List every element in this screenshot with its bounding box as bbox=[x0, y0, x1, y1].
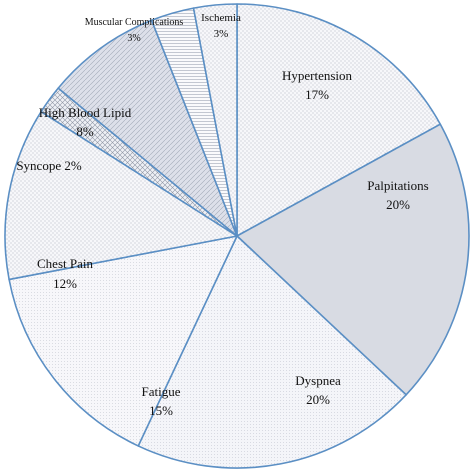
pie-slice-edge-chest-pain bbox=[4, 110, 238, 281]
slice-label-palpitations: Palpitations 20% bbox=[367, 178, 428, 212]
pie-slice-edge-dyspnea bbox=[137, 235, 407, 469]
pie-slice-edge-high-blood-lipid bbox=[57, 19, 238, 237]
slice-label-dyspnea: Dyspnea 20% bbox=[295, 373, 341, 407]
pie-slice-pattern-syncope bbox=[41, 88, 238, 237]
slice-label-fatigue: Fatigue 15% bbox=[142, 384, 181, 418]
pie-slice-pattern-fatigue bbox=[9, 236, 237, 446]
pie-slices bbox=[4, 3, 470, 469]
pie-slice-edge-ischemia bbox=[192, 3, 238, 237]
slice-label-ischemia: Ischemia 3% bbox=[201, 12, 241, 40]
pie-slice-pattern-dyspnea bbox=[138, 236, 407, 468]
pie-slice-palpitations bbox=[237, 124, 469, 395]
pie-labels: Hypertension 17% Palpitations 20% Dyspnea 20%… bbox=[16, 12, 428, 418]
slice-label-muscular-complications: Muscular Complications 3% bbox=[85, 17, 184, 44]
slice-label-hypertension: Hypertension 17% bbox=[282, 68, 353, 102]
slice-label-chest-pain: Chest Pain 12% bbox=[37, 256, 93, 291]
pie-slice-edge-fatigue bbox=[8, 235, 238, 447]
pie-slice-pattern-high-blood-lipid bbox=[58, 20, 237, 236]
slice-label-syncope: Syncope 2% bbox=[16, 158, 82, 173]
pie-slice-edge-palpitations bbox=[236, 123, 470, 396]
slice-label-high-blood-lipid: High Blood Lipid 8% bbox=[39, 105, 132, 139]
pie-slice-edge-hypertension bbox=[236, 3, 442, 237]
pie-slice-pattern-muscular-complications bbox=[151, 8, 237, 236]
pie-slice-pattern-chest-pain bbox=[5, 111, 237, 280]
